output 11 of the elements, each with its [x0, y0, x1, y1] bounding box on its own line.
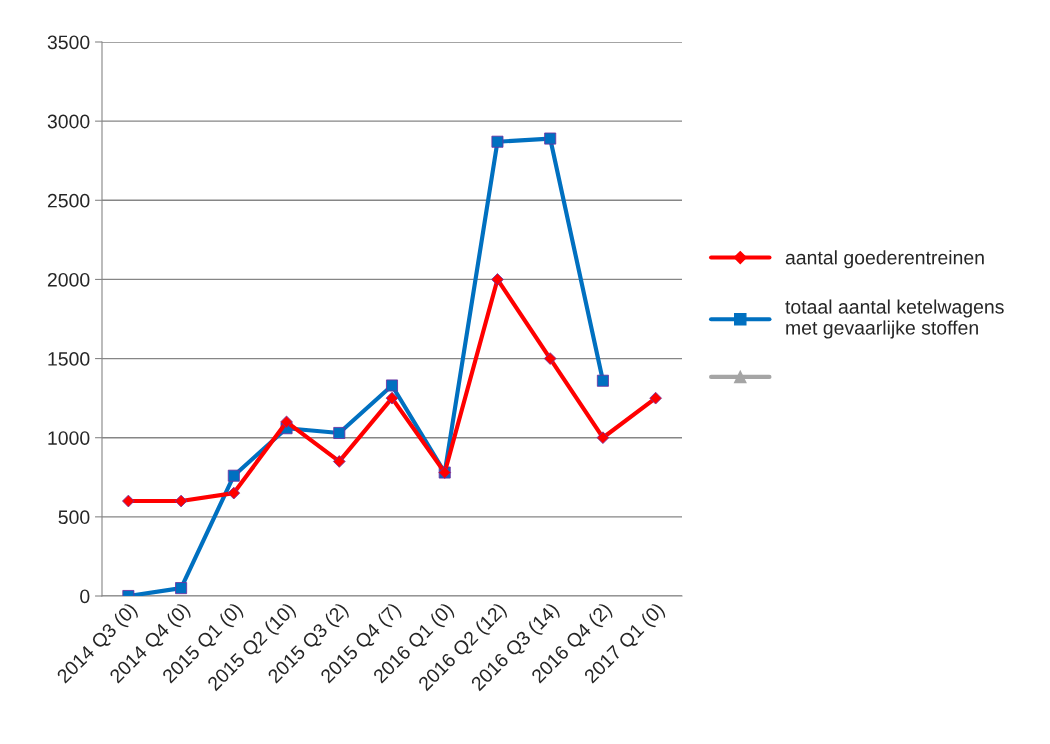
- legend-label: aantal goederentreinen: [785, 250, 984, 269]
- y-tick-label: 2000: [47, 272, 90, 287]
- y-tick-label: 500: [58, 510, 90, 525]
- point: [386, 379, 398, 392]
- y-tick-label: 1500: [48, 352, 90, 366]
- y-tick-label: 3000: [47, 114, 90, 129]
- y-tick-label: 3500: [47, 35, 90, 50]
- legend-label: totaal aantal ketelwagens met gevaarlijke stoffen: [785, 299, 1004, 339]
- y-tick-label: 0: [80, 589, 90, 604]
- y-tick-label: 2500: [47, 193, 90, 208]
- y-tick-label: 1000: [48, 431, 90, 445]
